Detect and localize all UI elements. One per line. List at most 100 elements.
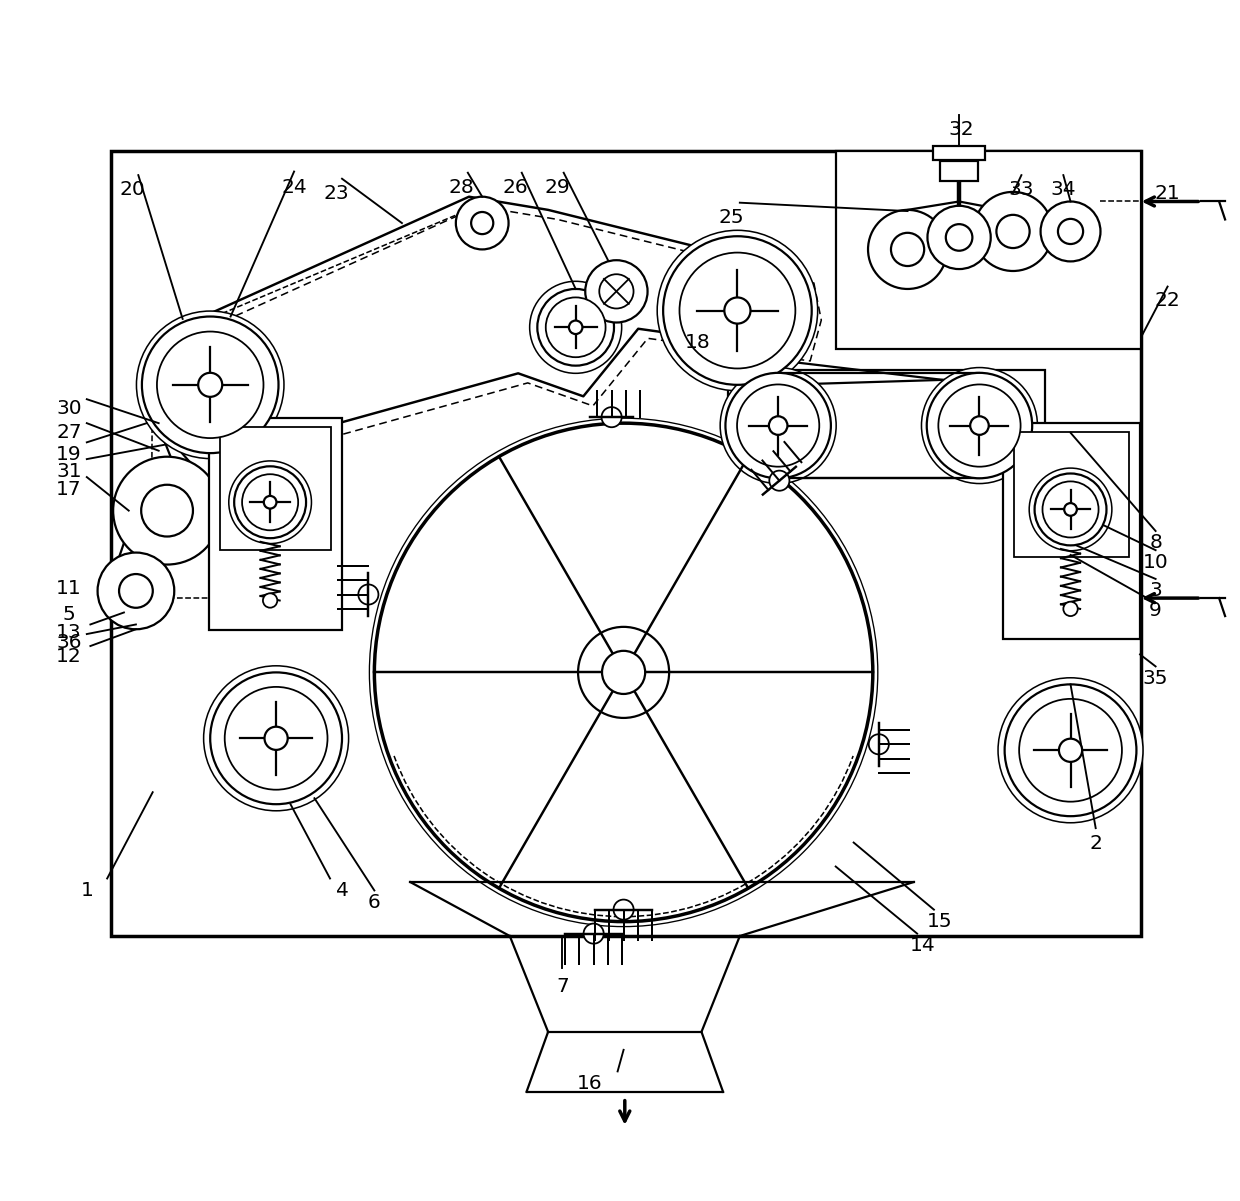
- Circle shape: [946, 225, 972, 251]
- Text: 5: 5: [62, 605, 76, 625]
- Text: 14: 14: [910, 936, 936, 955]
- Circle shape: [928, 205, 991, 269]
- Text: 35: 35: [1143, 669, 1168, 688]
- Circle shape: [973, 192, 1053, 271]
- Text: 21: 21: [1154, 184, 1180, 203]
- Text: 17: 17: [56, 479, 82, 498]
- Text: 19: 19: [56, 444, 82, 464]
- Text: 28: 28: [449, 178, 475, 197]
- Bar: [219, 426, 331, 550]
- Bar: [940, 161, 978, 181]
- Circle shape: [203, 665, 348, 811]
- Text: 3: 3: [1149, 581, 1162, 600]
- Circle shape: [529, 281, 621, 374]
- Text: 2: 2: [1089, 835, 1102, 853]
- Text: 20: 20: [119, 180, 145, 199]
- Text: 15: 15: [928, 912, 952, 931]
- Circle shape: [198, 372, 222, 396]
- Circle shape: [456, 197, 508, 250]
- Circle shape: [113, 456, 221, 564]
- Circle shape: [769, 471, 790, 491]
- Text: 23: 23: [324, 184, 348, 203]
- Circle shape: [869, 734, 889, 754]
- Text: 22: 22: [1154, 292, 1180, 310]
- Text: 33: 33: [1008, 180, 1034, 199]
- Circle shape: [926, 372, 1032, 478]
- Circle shape: [970, 417, 988, 435]
- Circle shape: [601, 407, 621, 428]
- Circle shape: [998, 677, 1143, 823]
- Circle shape: [737, 384, 820, 467]
- Text: 13: 13: [56, 623, 82, 643]
- Circle shape: [769, 417, 787, 435]
- Circle shape: [680, 252, 795, 369]
- Circle shape: [1064, 602, 1078, 616]
- Circle shape: [663, 237, 812, 384]
- Bar: [728, 370, 1045, 478]
- Text: 12: 12: [56, 647, 82, 667]
- Circle shape: [546, 298, 605, 357]
- Circle shape: [657, 231, 817, 390]
- Circle shape: [724, 298, 750, 323]
- Circle shape: [921, 368, 1038, 484]
- Circle shape: [537, 289, 614, 365]
- Circle shape: [584, 924, 604, 944]
- Text: 24: 24: [281, 178, 308, 197]
- Text: 16: 16: [578, 1074, 603, 1093]
- Circle shape: [599, 274, 634, 309]
- Bar: [1003, 423, 1140, 639]
- Circle shape: [1043, 482, 1099, 538]
- Text: 9: 9: [1149, 600, 1162, 620]
- Circle shape: [1058, 219, 1083, 244]
- Circle shape: [224, 687, 327, 790]
- Text: 31: 31: [56, 461, 82, 480]
- Text: 26: 26: [503, 178, 528, 197]
- Text: 36: 36: [56, 633, 82, 652]
- Circle shape: [569, 321, 583, 334]
- Text: 30: 30: [56, 399, 82, 418]
- Circle shape: [868, 210, 947, 289]
- Text: 34: 34: [1050, 180, 1076, 199]
- Circle shape: [892, 233, 924, 267]
- Circle shape: [98, 552, 175, 629]
- Circle shape: [264, 727, 288, 749]
- Circle shape: [157, 331, 263, 438]
- Circle shape: [119, 574, 153, 608]
- Circle shape: [1040, 202, 1100, 262]
- Bar: [932, 147, 986, 160]
- Circle shape: [603, 651, 645, 694]
- Text: 11: 11: [56, 579, 82, 598]
- Circle shape: [234, 466, 306, 538]
- Text: 10: 10: [1143, 552, 1168, 572]
- Circle shape: [578, 627, 670, 718]
- Text: 32: 32: [949, 120, 975, 139]
- Text: 29: 29: [544, 178, 570, 197]
- Circle shape: [141, 485, 193, 537]
- Circle shape: [997, 215, 1029, 249]
- Circle shape: [585, 261, 647, 323]
- Circle shape: [374, 423, 873, 921]
- Circle shape: [939, 384, 1021, 467]
- Circle shape: [471, 213, 494, 234]
- Circle shape: [1064, 503, 1076, 515]
- Circle shape: [242, 474, 298, 531]
- Circle shape: [725, 372, 831, 478]
- Text: 6: 6: [368, 894, 381, 912]
- Circle shape: [1004, 685, 1136, 817]
- Bar: [1014, 432, 1130, 557]
- Bar: [836, 151, 1141, 348]
- Circle shape: [264, 496, 277, 508]
- Circle shape: [229, 461, 311, 544]
- Text: 25: 25: [719, 208, 744, 227]
- Text: 7: 7: [556, 976, 569, 996]
- Circle shape: [1034, 473, 1106, 545]
- Circle shape: [358, 585, 378, 604]
- Bar: [210, 418, 342, 631]
- Circle shape: [1019, 699, 1122, 802]
- Circle shape: [720, 368, 836, 484]
- Text: 1: 1: [81, 882, 93, 900]
- Circle shape: [1029, 468, 1112, 551]
- Bar: [110, 151, 1141, 936]
- Text: 8: 8: [1149, 533, 1162, 552]
- Circle shape: [1059, 739, 1083, 761]
